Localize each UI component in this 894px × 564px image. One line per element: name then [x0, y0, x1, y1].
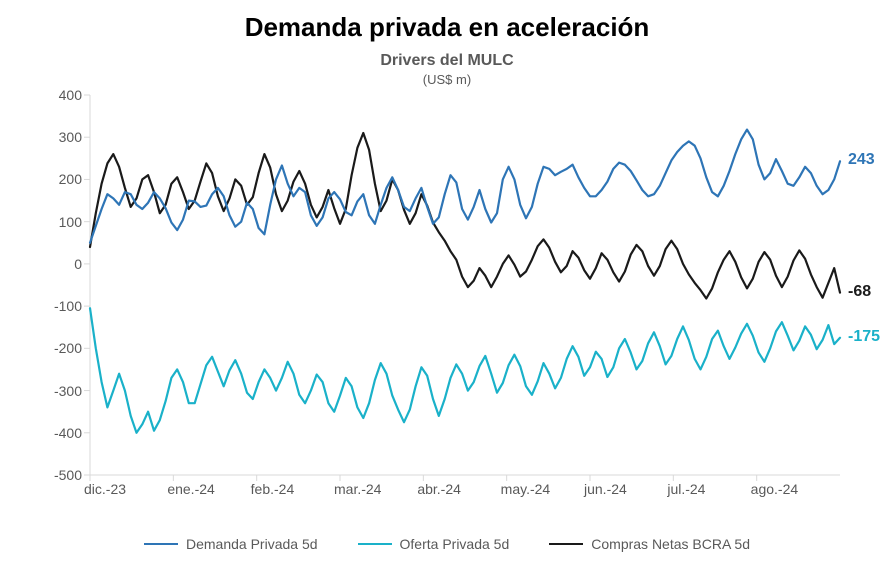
y-tick-label: -200: [54, 340, 82, 356]
chart-legend: Demanda Privada 5d Oferta Privada 5d Compr…: [0, 532, 894, 552]
x-tick-label: ago.-24: [751, 481, 798, 497]
x-tick-label: mar.-24: [334, 481, 381, 497]
plot-area: -500-400-300-200-1000100200300400dic.-23…: [90, 95, 840, 475]
legend-item-demanda: Demanda Privada 5d: [144, 536, 318, 552]
series-end-label-demanda: 243: [848, 151, 875, 169]
x-tick-label: may.-24: [501, 481, 551, 497]
series-line-oferta: [90, 308, 840, 433]
legend-swatch-compras: [549, 543, 583, 545]
y-tick-label: 100: [59, 214, 82, 230]
legend-item-compras: Compras Netas BCRA 5d: [549, 536, 750, 552]
x-tick-label: feb.-24: [251, 481, 295, 497]
chart-subtitle: Drivers del MULC: [0, 52, 894, 70]
legend-label-demanda: Demanda Privada 5d: [186, 536, 318, 552]
y-tick-label: -400: [54, 425, 82, 441]
legend-item-oferta: Oferta Privada 5d: [358, 536, 510, 552]
y-tick-label: -100: [54, 298, 82, 314]
y-tick-label: -500: [54, 467, 82, 483]
y-tick-label: 0: [74, 256, 82, 272]
x-tick-label: abr.-24: [417, 481, 461, 497]
x-tick-label: jun.-24: [584, 481, 627, 497]
series-end-label-oferta: -175: [848, 328, 880, 346]
series-end-label-compras: -68: [848, 283, 871, 301]
y-tick-label: 200: [59, 171, 82, 187]
x-tick-label: dic.-23: [84, 481, 126, 497]
x-tick-label: ene.-24: [167, 481, 214, 497]
chart-lines: [90, 95, 840, 475]
y-tick-label: 400: [59, 87, 82, 103]
series-line-demanda: [90, 130, 840, 243]
chart-main-title: Demanda privada en aceleración: [0, 12, 894, 43]
legend-label-compras: Compras Netas BCRA 5d: [591, 536, 750, 552]
y-tick-label: -300: [54, 383, 82, 399]
x-tick-label: jul.-24: [667, 481, 705, 497]
legend-swatch-demanda: [144, 543, 178, 545]
legend-label-oferta: Oferta Privada 5d: [400, 536, 510, 552]
legend-swatch-oferta: [358, 543, 392, 545]
y-tick-label: 300: [59, 129, 82, 145]
chart-unit-label: (US$ m): [0, 72, 894, 87]
